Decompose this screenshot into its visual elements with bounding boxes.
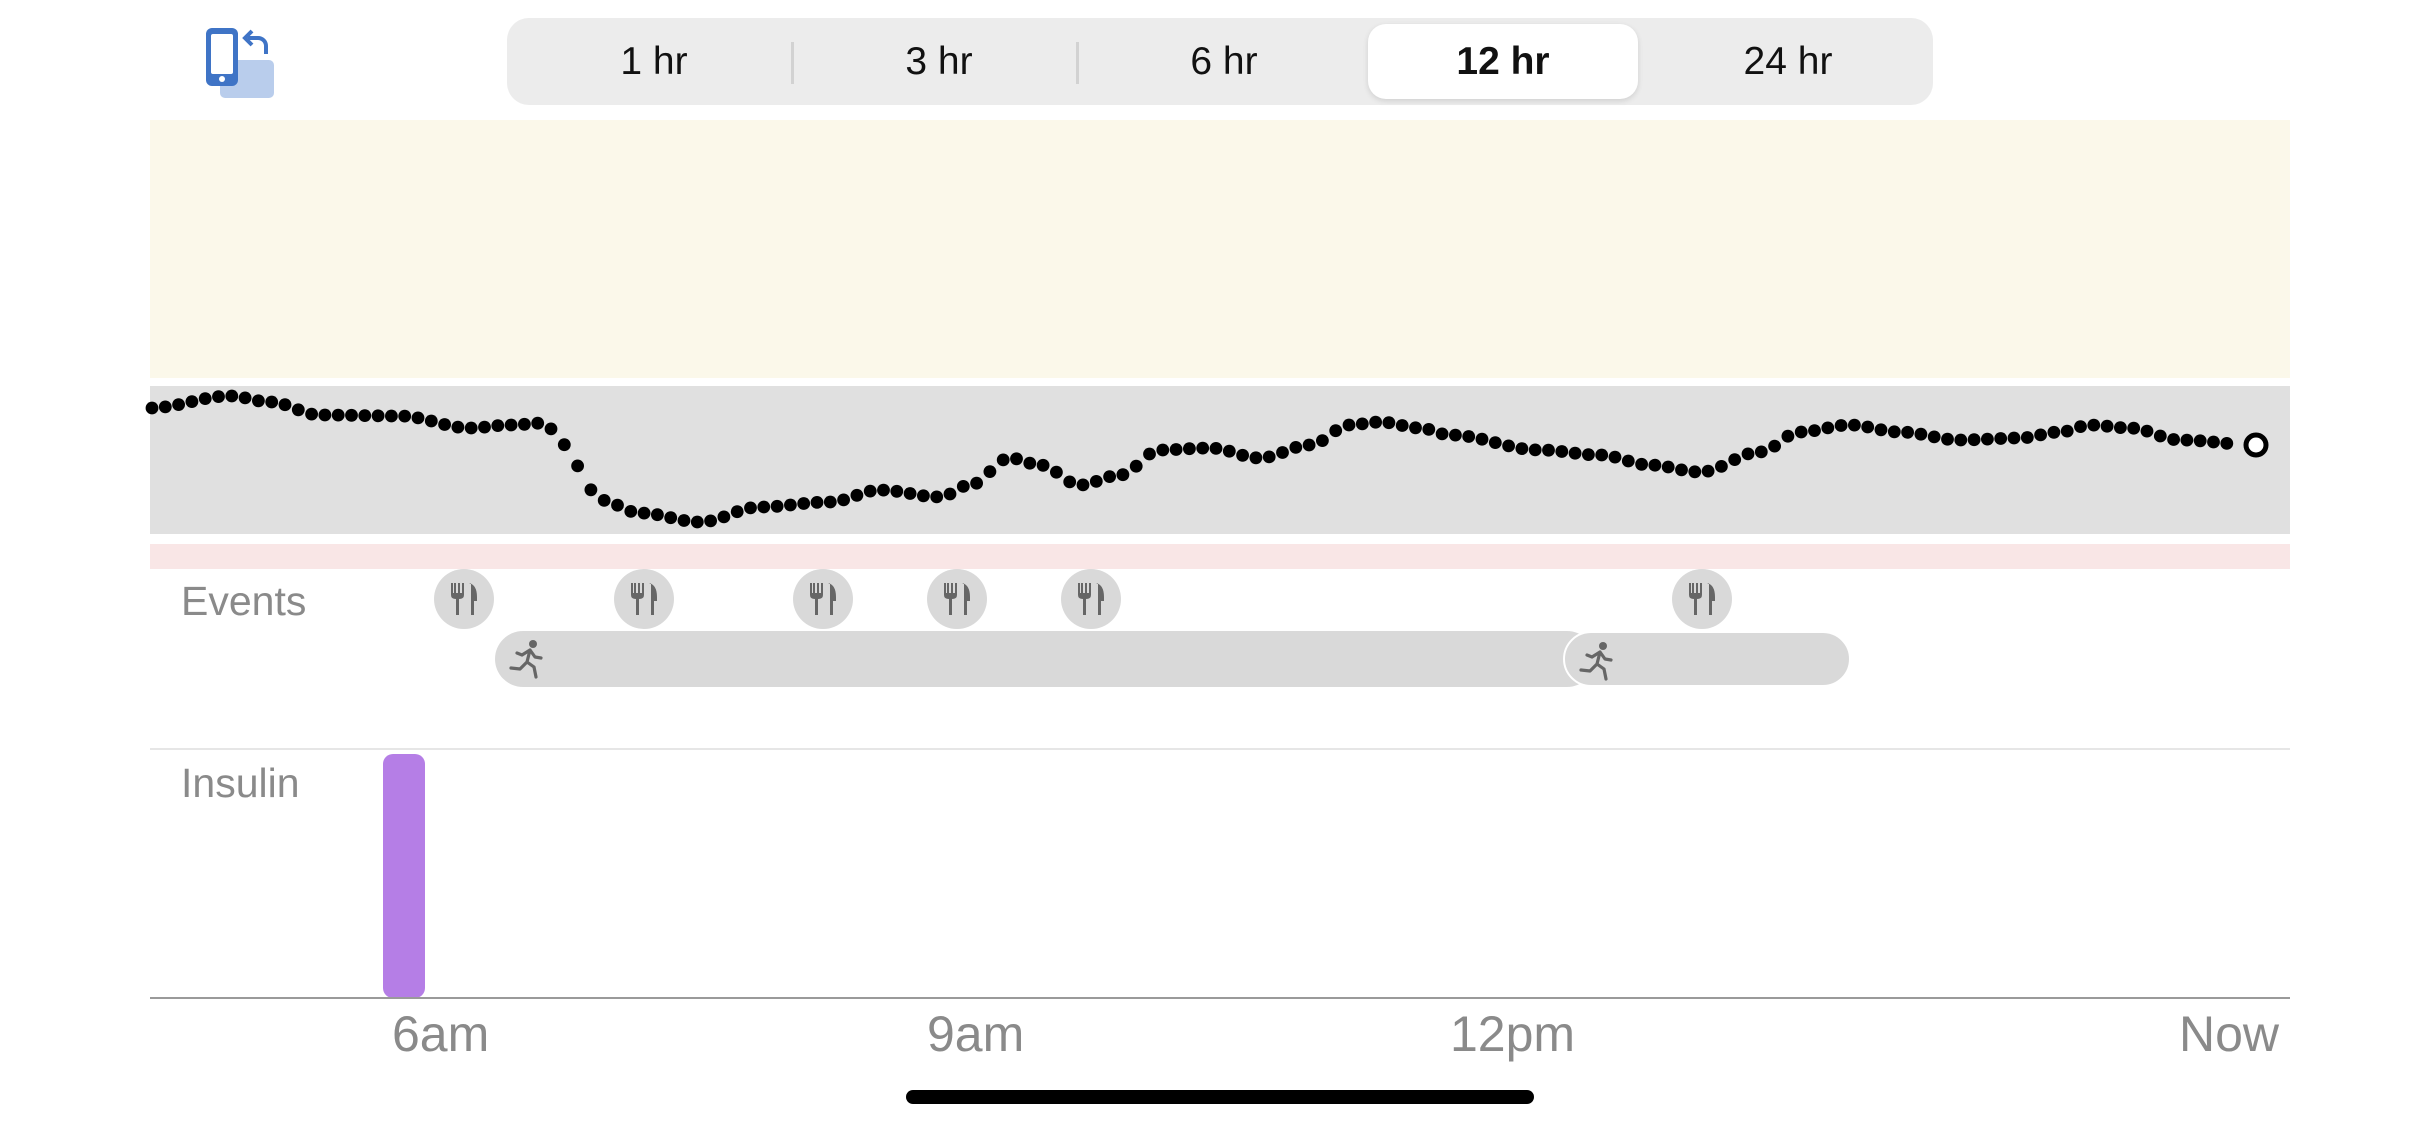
meal-event[interactable] bbox=[614, 569, 674, 629]
time-axis-line bbox=[150, 997, 2290, 999]
running-person-icon bbox=[1579, 642, 1613, 681]
section-divider bbox=[150, 748, 2290, 750]
meal-event[interactable] bbox=[793, 569, 853, 629]
segment-divider bbox=[1076, 42, 1079, 84]
insulin-label: Insulin bbox=[181, 760, 300, 806]
low-range-band bbox=[150, 544, 2290, 569]
running-person-icon bbox=[509, 640, 543, 679]
exercise-event[interactable] bbox=[1563, 631, 1851, 687]
tick-label-12pm: 12pm bbox=[1450, 1006, 1576, 1062]
fork-knife-icon bbox=[631, 583, 657, 615]
meal-event[interactable] bbox=[1061, 569, 1121, 629]
meal-event[interactable] bbox=[434, 569, 494, 629]
segment-divider bbox=[791, 42, 794, 84]
events-label: Events bbox=[181, 578, 307, 624]
tick-label-6am: 6am bbox=[392, 1006, 490, 1062]
time-range-segmented-control: 1 hr 3 hr 6 hr 12 hr 24 hr bbox=[507, 18, 1933, 105]
tick-label-now: Now bbox=[2179, 1006, 2280, 1062]
fork-knife-icon bbox=[810, 583, 836, 615]
insulin-dose-bar[interactable] bbox=[383, 754, 425, 998]
target-range-band bbox=[150, 386, 2290, 534]
segment-3-hr[interactable]: 3 hr bbox=[905, 39, 973, 83]
fork-knife-icon bbox=[1078, 583, 1104, 615]
high-range-band bbox=[150, 120, 2290, 378]
meal-event[interactable] bbox=[927, 569, 987, 629]
rotate-device-icon[interactable] bbox=[200, 24, 280, 104]
exercise-event[interactable] bbox=[495, 631, 1595, 687]
segment-12-hr[interactable]: 12 hr bbox=[1368, 24, 1638, 99]
meal-event[interactable] bbox=[1672, 569, 1732, 629]
fork-knife-icon bbox=[944, 583, 970, 615]
fork-knife-icon bbox=[1689, 583, 1715, 615]
segment-24-hr[interactable]: 24 hr bbox=[1743, 39, 1833, 83]
home-indicator bbox=[906, 1090, 1534, 1104]
segment-6-hr[interactable]: 6 hr bbox=[1190, 39, 1258, 83]
segment-1-hr[interactable]: 1 hr bbox=[620, 39, 688, 83]
tick-label-9am: 9am bbox=[927, 1006, 1025, 1062]
fork-knife-icon bbox=[451, 583, 477, 615]
